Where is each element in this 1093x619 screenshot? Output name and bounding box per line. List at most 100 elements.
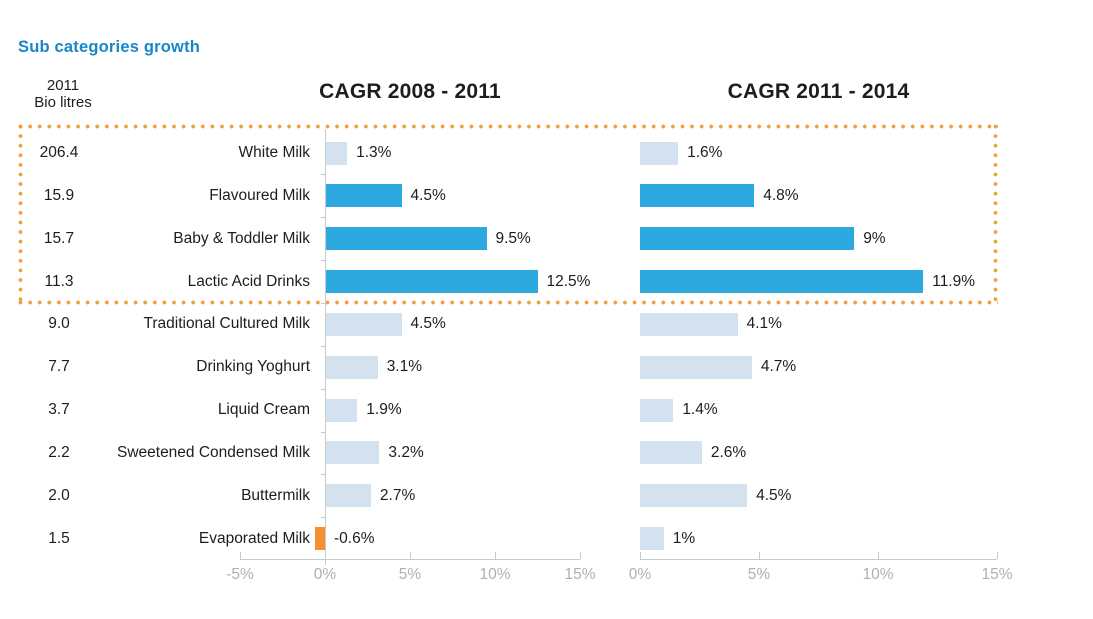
bar-left-liquid-cream	[325, 398, 358, 422]
volume-header-line2: Bio litres	[34, 94, 92, 111]
value-label-left-lactic-acid-drinks: 12.5%	[546, 272, 591, 290]
left-baseline-tick	[321, 174, 325, 176]
highlight-box-right-edge	[993, 124, 998, 305]
right-x-axis-label-2: 10%	[862, 566, 894, 583]
left-x-axis-label-2: 5%	[398, 566, 422, 583]
category-label-baby-toddler-milk: Baby & Toddler Milk	[173, 229, 310, 247]
left-x-axis-tick	[495, 552, 496, 559]
page-title: Sub categories growth	[18, 38, 201, 56]
value-label-right-sweetened-condensed-milk: 2.6%	[710, 443, 747, 461]
bar-left-flavoured-milk	[325, 184, 402, 208]
value-label-left-baby-toddler-milk: 9.5%	[495, 229, 531, 247]
volume-value-liquid-cream: 3.7	[48, 401, 70, 419]
right-x-axis-label-3: 15%	[981, 566, 1013, 583]
left-x-axis-tick	[325, 552, 326, 559]
category-label-buttermilk: Buttermilk	[241, 486, 310, 504]
right-chart-title: CAGR 2011 - 2014	[727, 80, 910, 103]
value-label-left-traditional-cultured-milk: 4.5%	[410, 315, 446, 333]
value-label-right-evaporated-milk: 1%	[672, 529, 696, 547]
right-x-axis-label-1: 5%	[747, 566, 771, 583]
value-label-left-evaporated-milk: -0.6%	[334, 529, 375, 547]
left-x-axis-label-1: 0%	[313, 566, 337, 583]
value-label-right-drinking-yoghurt: 4.7%	[760, 358, 797, 376]
volume-value-buttermilk: 2.0	[48, 486, 70, 504]
value-label-left-white-milk: 1.3%	[356, 144, 392, 161]
bar-right-baby-toddler-milk	[640, 227, 855, 251]
category-label-evaporated-milk: Evaporated Milk	[198, 529, 310, 547]
right-x-axis-label-0: 0%	[628, 566, 652, 583]
value-label-right-white-milk: 1.6%	[687, 144, 723, 161]
left-x-axis-tick	[410, 552, 411, 559]
bar-left-traditional-cultured-milk	[325, 312, 402, 336]
bar-right-flavoured-milk	[640, 184, 755, 208]
volume-value-baby-toddler-milk: 15.7	[43, 229, 75, 247]
left-baseline-tick	[321, 517, 325, 519]
value-label-left-sweetened-condensed-milk: 3.2%	[388, 443, 424, 461]
bar-left-lactic-acid-drinks	[325, 270, 538, 294]
volume-value-sweetened-condensed-milk: 2.2	[48, 443, 70, 461]
bar-right-lactic-acid-drinks	[640, 270, 924, 294]
left-baseline-tick	[321, 474, 325, 476]
volume-value-drinking-yoghurt: 7.7	[48, 358, 70, 376]
highlight-box-top-edge	[18, 124, 998, 129]
highlight-box-bottom-edge	[18, 300, 998, 305]
category-label-white-milk: White Milk	[238, 144, 310, 161]
value-label-left-buttermilk: 2.7%	[379, 486, 416, 504]
category-label-lactic-acid-drinks: Lactic Acid Drinks	[187, 272, 310, 290]
bar-left-drinking-yoghurt	[325, 355, 378, 379]
bar-right-white-milk	[640, 141, 679, 165]
value-label-left-flavoured-milk: 4.5%	[410, 186, 446, 204]
category-label-liquid-cream: Liquid Cream	[217, 401, 310, 419]
bar-right-evaporated-milk	[640, 527, 664, 551]
volume-column-header: 2011 Bio litres	[15, 77, 111, 111]
left-x-axis-tick	[580, 552, 581, 559]
bar-right-sweetened-condensed-milk	[640, 441, 702, 465]
left-baseline-tick	[321, 303, 325, 304]
bar-right-buttermilk	[640, 484, 748, 508]
volume-value-traditional-cultured-milk: 9.0	[48, 315, 70, 333]
value-label-right-flavoured-milk: 4.8%	[763, 186, 799, 204]
left-x-axis-line	[240, 559, 580, 560]
bar-left-buttermilk	[325, 484, 371, 508]
volume-value-white-milk: 206.4	[39, 144, 79, 161]
volume-header-line1: 2011	[46, 77, 80, 94]
left-baseline-tick	[321, 431, 325, 433]
left-x-axis-tick	[240, 552, 241, 559]
bar-right-traditional-cultured-milk	[640, 312, 738, 336]
bar-left-white-milk	[325, 141, 348, 165]
bar-right-liquid-cream	[640, 398, 674, 422]
category-label-traditional-cultured-milk: Traditional Cultured Milk	[143, 315, 310, 333]
left-x-axis-label-3: 10%	[479, 566, 511, 583]
right-x-axis-tick	[997, 552, 998, 559]
left-x-axis-label-0: -5%	[226, 566, 254, 583]
left-baseline-tick	[321, 388, 325, 390]
right-x-axis-tick	[640, 552, 641, 559]
value-label-right-liquid-cream: 1.4%	[682, 401, 718, 419]
left-chart-title: CAGR 2008 - 2011	[319, 80, 501, 103]
left-baseline-tick	[321, 217, 325, 219]
bar-left-evaporated-milk	[314, 527, 325, 551]
volume-value-lactic-acid-drinks: 11.3	[44, 272, 74, 290]
bar-left-baby-toddler-milk	[325, 227, 487, 251]
value-label-right-baby-toddler-milk: 9%	[863, 229, 886, 247]
value-label-left-drinking-yoghurt: 3.1%	[386, 358, 423, 376]
volume-value-flavoured-milk: 15.9	[43, 186, 75, 204]
category-label-drinking-yoghurt: Drinking Yoghurt	[196, 358, 310, 376]
left-x-axis-label-4: 15%	[564, 566, 596, 583]
value-label-right-traditional-cultured-milk: 4.1%	[746, 315, 782, 333]
right-x-axis-tick	[878, 552, 879, 559]
value-label-right-buttermilk: 4.5%	[756, 486, 792, 504]
left-chart-baseline	[325, 129, 326, 565]
bar-left-sweetened-condensed-milk	[325, 441, 380, 465]
category-label-sweetened-condensed-milk: Sweetened Condensed Milk	[116, 443, 310, 461]
right-x-axis-line	[640, 559, 997, 560]
right-x-axis-tick	[759, 552, 760, 559]
highlight-box-left-edge	[18, 124, 23, 305]
category-label-flavoured-milk: Flavoured Milk	[209, 186, 310, 204]
left-baseline-tick	[321, 260, 325, 262]
value-label-left-liquid-cream: 1.9%	[366, 401, 402, 419]
bar-right-drinking-yoghurt	[640, 355, 752, 379]
value-label-right-lactic-acid-drinks: 11.9%	[932, 272, 976, 290]
volume-value-evaporated-milk: 1.5	[48, 529, 70, 547]
